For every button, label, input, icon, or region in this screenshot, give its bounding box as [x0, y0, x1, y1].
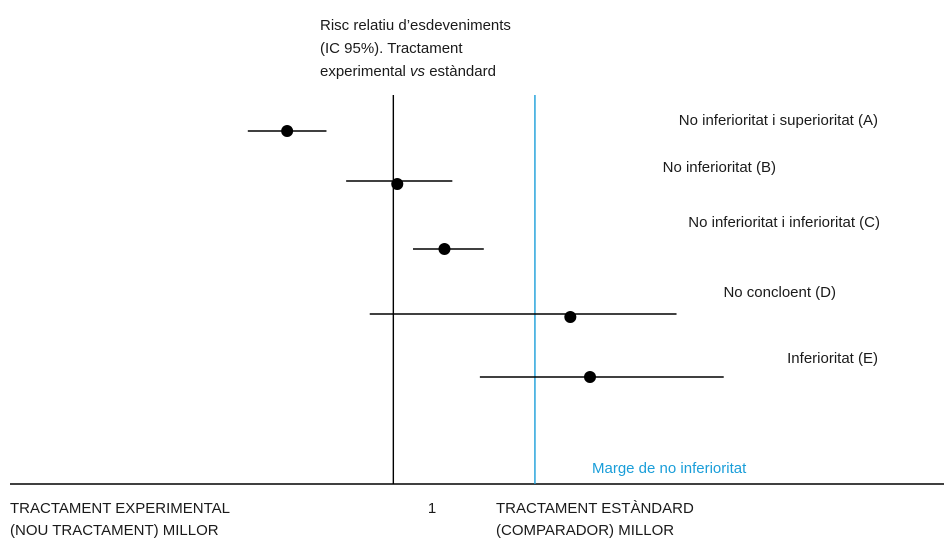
row-label-b: No inferioritat (B) — [663, 159, 776, 176]
non-inferiority-margin-label: Marge de no inferioritat — [592, 460, 747, 477]
null-line-tick-label: 1 — [428, 500, 436, 517]
plot-title-line-3-b: estàndard — [425, 63, 496, 80]
point-estimate-c — [438, 243, 451, 255]
standard-better-label-line-2: (COMPARADOR) MILLOR — [496, 522, 674, 539]
plot-title-line-2: (IC 95%). Tractament — [320, 40, 463, 57]
plot-title-line-3-a: experimental — [320, 63, 410, 80]
trial-rows: No inferioritat i superioritat (A) No inf… — [247, 112, 880, 383]
point-estimate-d — [564, 311, 577, 323]
point-estimate-a — [281, 125, 294, 137]
experimental-better-label-line-1: TRACTAMENT EXPERIMENTAL — [10, 500, 230, 517]
point-estimate-e — [584, 371, 596, 383]
row-label-e: Inferioritat (E) — [787, 350, 878, 367]
row-label-c: No inferioritat i inferioritat (C) — [688, 214, 880, 231]
plot-title-line-1: Risc relatiu d’esdeveniments — [320, 17, 511, 34]
row-label-d: No concloent (D) — [723, 284, 836, 301]
plot-title-line-3: experimental vs estàndard — [320, 63, 496, 80]
point-estimate-b — [391, 178, 404, 190]
experimental-better-label-line-2: (NOU TRACTAMENT) MILLOR — [10, 522, 219, 539]
plot-title-line-3-vs: vs — [410, 63, 426, 80]
standard-better-label-line-1: TRACTAMENT ESTÀNDARD — [496, 500, 694, 517]
row-label-a: No inferioritat i superioritat (A) — [679, 112, 878, 129]
